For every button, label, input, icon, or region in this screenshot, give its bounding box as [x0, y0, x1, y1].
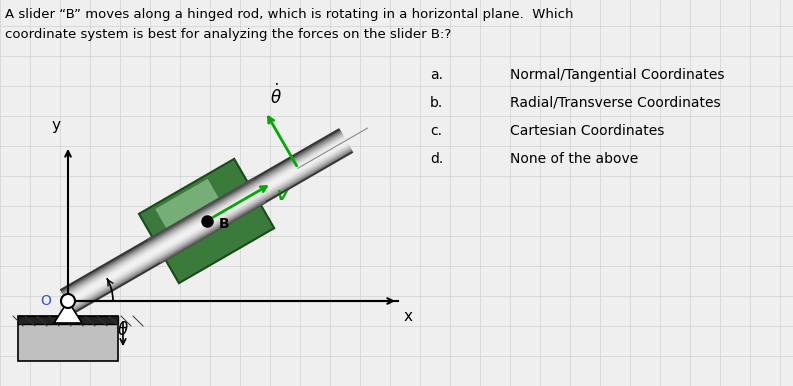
Text: x: x	[404, 309, 413, 324]
Text: O: O	[40, 294, 52, 308]
Text: Radial/Transverse Coordinates: Radial/Transverse Coordinates	[510, 96, 721, 110]
Text: V: V	[277, 188, 287, 203]
Text: coordinate system is best for analyzing the forces on the slider B:?: coordinate system is best for analyzing …	[5, 28, 451, 41]
Text: y: y	[52, 118, 60, 133]
Text: A slider “B” moves along a hinged rod, which is rotating in a horizontal plane. : A slider “B” moves along a hinged rod, w…	[5, 8, 573, 21]
Text: θ: θ	[118, 321, 128, 339]
Polygon shape	[155, 179, 224, 239]
Text: B: B	[219, 217, 229, 231]
Bar	[18, 316, 118, 324]
Text: Cartesian Coordinates: Cartesian Coordinates	[510, 124, 665, 138]
Circle shape	[61, 294, 75, 308]
Polygon shape	[139, 159, 274, 283]
Bar	[18, 316, 118, 361]
Text: c.: c.	[430, 124, 442, 138]
Text: Normal/Tangential Coordinates: Normal/Tangential Coordinates	[510, 68, 725, 82]
Text: d.: d.	[430, 152, 443, 166]
Text: None of the above: None of the above	[510, 152, 638, 166]
Text: a.: a.	[430, 68, 443, 82]
Text: b.: b.	[430, 96, 443, 110]
Text: $\dot{\theta}$: $\dot{\theta}$	[270, 84, 282, 108]
Polygon shape	[54, 301, 82, 323]
